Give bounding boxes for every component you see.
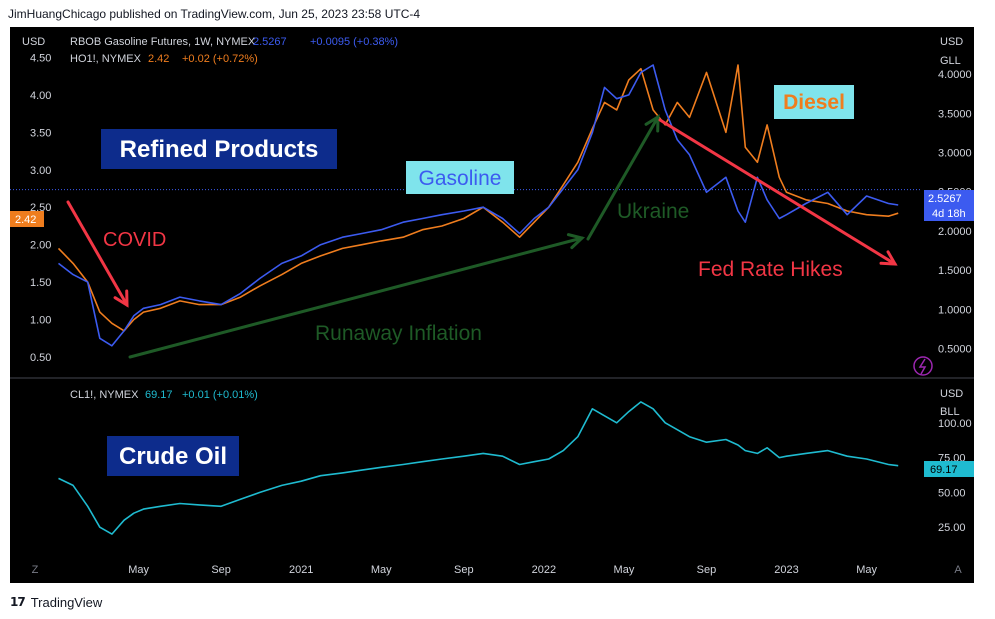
left-axis-tick: 1.50 (30, 277, 51, 289)
crude-series-line (58, 401, 899, 535)
lightning-button-icon (913, 356, 933, 376)
ukraine-arrow-head (644, 114, 660, 133)
crude-legend-last: 69.17 (145, 389, 173, 401)
diesel-label-box (774, 85, 854, 119)
tradingview-footer[interactable]: 17 TradingView (10, 594, 102, 610)
publisher-caption: JimHuangChicago published on TradingView… (8, 7, 421, 21)
right-axis-tick: 1.0000 (938, 304, 972, 316)
fed-label: Fed Rate Hikes (698, 258, 843, 281)
ukraine-arrow-shaft (586, 115, 660, 241)
countdown-badge (924, 206, 974, 221)
left-axis-tick: 0.50 (30, 352, 51, 364)
auto-scale-icon: A (954, 564, 962, 576)
left-axis-tick: 3.00 (30, 165, 51, 177)
right-axis-tick: 4.0000 (938, 69, 972, 81)
gasoline-series-line (58, 64, 899, 347)
right-axis-subunit: GLL (940, 55, 961, 67)
right-axis-tick: 2.0000 (938, 226, 972, 238)
x-axis-tick: Sep (454, 564, 474, 576)
gasoline-legend-name: RBOB Gasoline Futures, 1W, NYMEX (70, 36, 256, 48)
diesel-legend-last: 2.42 (148, 53, 169, 65)
left-axis-tick: 2.00 (30, 240, 51, 252)
right-axis-tick: 0.5000 (938, 343, 972, 355)
x-axis-tick: Sep (211, 564, 231, 576)
covid-arrow-shaft (66, 200, 129, 307)
chart-frame[interactable]: USD 4.50 4.00 3.50 3.00 2.50 2.00 1.50 1.00 0.50 U… (10, 27, 974, 583)
crude-axis-unit: USD (940, 388, 963, 400)
refined-products-title: Refined Products (120, 136, 319, 163)
left-axis-tick: 3.50 (30, 127, 51, 139)
right-axis-unit: USD (940, 36, 963, 48)
tradingview-logo-icon: 17 (10, 595, 26, 609)
x-axis-tick: May (371, 564, 392, 576)
right-axis-tick: 3.5000 (938, 108, 972, 120)
gasoline-label: Gasoline (419, 167, 502, 190)
refined-products-box (101, 129, 337, 169)
countdown-badge-text: 4d 18h (932, 208, 966, 220)
x-axis-tick: 2022 (532, 564, 556, 576)
crude-axis-subunit: BLL (940, 406, 960, 418)
covid-arrow-head (113, 289, 129, 308)
left-axis-tick: 4.00 (30, 90, 51, 102)
ukraine-label: Ukraine (617, 200, 689, 223)
left-axis-tick: 4.50 (30, 52, 51, 64)
left-axis-unit: USD (22, 36, 45, 48)
lightning-bolt-icon (918, 358, 927, 375)
gasoline-price-badge-text: 2.5267 (928, 193, 962, 205)
diesel-series-line (57, 64, 899, 332)
crude-axis-tick: 25.00 (938, 522, 966, 534)
inflation-arrow-shaft (128, 236, 584, 359)
right-axis-tick: 3.0000 (938, 148, 972, 160)
crude-price-badge (924, 461, 974, 477)
chart-canvas[interactable]: USD4.504.003.503.002.502.001.501.000.50U… (10, 27, 974, 583)
crude-price-badge-text: 69.17 (930, 464, 958, 476)
crude-legend-change: +0.01 (+0.01%) (182, 389, 258, 401)
diesel-legend-change: +0.02 (+0.72%) (182, 53, 258, 65)
right-axis-tick: 1.5000 (938, 265, 972, 277)
x-axis-tick: May (128, 564, 149, 576)
crude-oil-title: Crude Oil (119, 443, 227, 470)
zoom-reset-icon: Z (32, 564, 39, 576)
fed-arrow-shaft (658, 118, 897, 266)
gasoline-label-box (406, 161, 514, 194)
inflation-arrow-head (566, 233, 586, 250)
x-axis-tick: Sep (697, 564, 717, 576)
fed-arrow-head (879, 250, 898, 266)
crude-legend-name: CL1!, NYMEX (70, 389, 139, 401)
x-axis-tick: May (856, 564, 877, 576)
crude-axis-tick: 100.00 (938, 418, 972, 430)
x-axis-tick: 2023 (774, 564, 798, 576)
tradingview-brand: TradingView (30, 594, 103, 610)
gasoline-legend-change: +0.0095 (+0.38%) (310, 36, 398, 48)
covid-label: COVID (103, 229, 166, 251)
inflation-label: Runaway Inflation (315, 322, 482, 345)
gasoline-legend-last: 2.5267 (253, 36, 287, 48)
crude-axis-tick: 50.00 (938, 487, 966, 499)
diesel-price-badge-text: 2.42 (15, 214, 36, 226)
x-axis-tick: May (614, 564, 635, 576)
diesel-legend-name: HO1!, NYMEX (70, 53, 142, 65)
x-axis-tick: 2021 (289, 564, 313, 576)
diesel-label: Diesel (783, 91, 845, 114)
left-axis-tick: 1.00 (30, 315, 51, 327)
crude-oil-box (107, 436, 239, 476)
diesel-price-badge (10, 211, 44, 227)
gasoline-price-badge (924, 190, 974, 206)
